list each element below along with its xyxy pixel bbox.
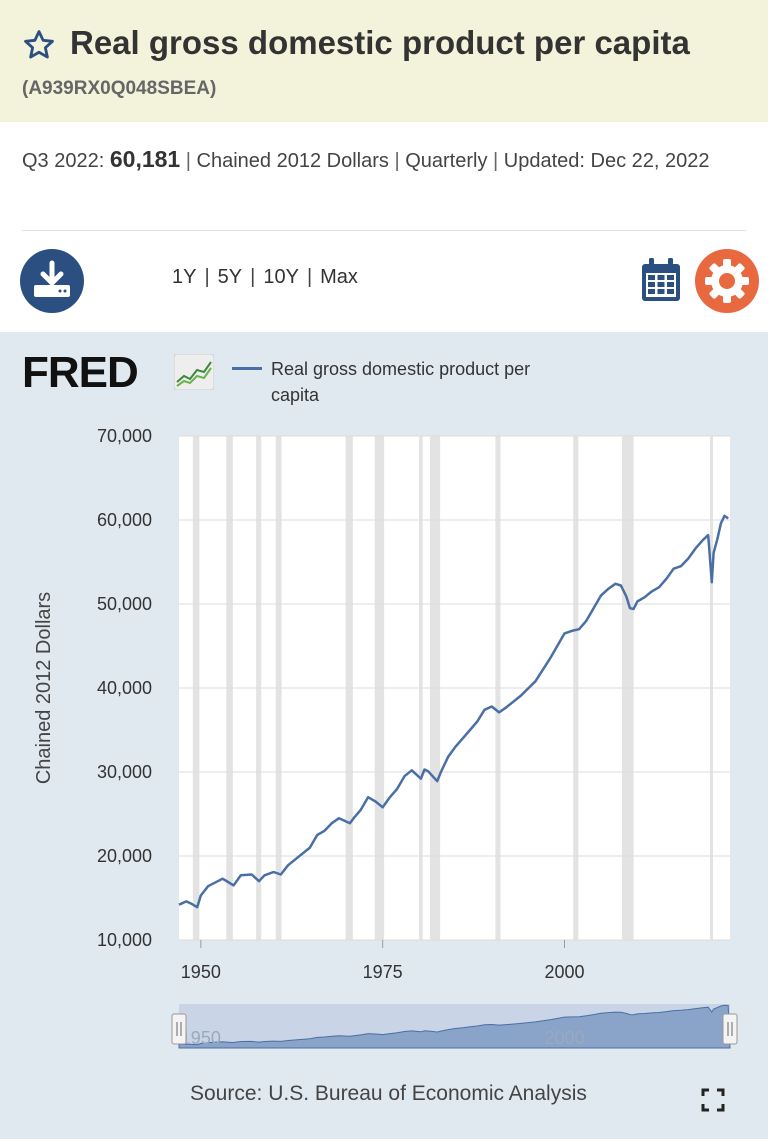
latest-value: 60,181 — [109, 146, 181, 172]
download-button[interactable] — [20, 249, 84, 313]
fred-logo: FRED — [22, 348, 139, 397]
x-tick-label: 1950 — [181, 962, 221, 982]
meta-separator: | — [185, 150, 191, 172]
x-tick-label: 2000 — [544, 962, 584, 982]
y-tick-label: 40,000 — [97, 678, 152, 698]
range-selector: 1Y | 5Y | 10Y | Max — [172, 266, 358, 289]
star-icon[interactable] — [22, 28, 56, 62]
frequency-label: Quarterly — [405, 150, 488, 172]
source-note: Source: U.S. Bureau of Economic Analysis — [190, 1082, 587, 1105]
meta-separator: | — [394, 150, 400, 172]
navigator-label: 2000 — [544, 1028, 584, 1048]
legend-swatch — [232, 367, 262, 370]
range-max[interactable]: Max — [320, 266, 358, 288]
units-label: Chained 2012 Dollars — [196, 150, 389, 172]
range-separator: | — [204, 266, 210, 288]
y-tick-label: 70,000 — [97, 426, 152, 446]
header-banner: Real gross domestic product per capita (… — [0, 0, 768, 122]
y-tick-label: 10,000 — [97, 930, 152, 950]
range-separator: | — [250, 266, 256, 288]
updated-date: Dec 22, 2022 — [590, 150, 710, 172]
series-id: (A939RX0Q048SBEA) — [22, 78, 217, 99]
y-tick-label: 50,000 — [97, 594, 152, 614]
updated-label: Updated: — [503, 150, 585, 172]
legend-label: Real gross domestic product per capita — [271, 359, 531, 405]
x-tick-label: 1975 — [363, 962, 403, 982]
range-5y[interactable]: 5Y — [217, 266, 243, 288]
period-label: Q3 2022: — [22, 150, 105, 172]
navigator-area — [178, 1004, 731, 1049]
range-1y[interactable]: 1Y — [172, 266, 197, 288]
fred-chart-icon — [174, 354, 214, 390]
range-separator: | — [306, 266, 313, 288]
meta-separator: | — [493, 150, 499, 172]
y-axis-label: Chained 2012 Dollars — [33, 592, 55, 784]
fullscreen-icon[interactable] — [701, 1088, 725, 1112]
range-10y[interactable]: 10Y — [263, 266, 299, 288]
y-tick-label: 30,000 — [97, 762, 152, 782]
navigator-handle[interactable] — [722, 1013, 738, 1045]
settings-button[interactable] — [694, 248, 760, 314]
y-tick-label: 20,000 — [97, 846, 152, 866]
series-meta: Q3 2022: 60,181 | Chained 2012 Dollars |… — [22, 142, 746, 178]
calendar-icon[interactable] — [640, 257, 682, 303]
page-title: Real gross domestic product per capita — [70, 24, 690, 61]
download-icon — [34, 260, 70, 297]
data-line — [178, 514, 729, 909]
y-tick-label: 60,000 — [97, 510, 152, 530]
navigator-handle[interactable] — [171, 1013, 187, 1045]
divider — [22, 230, 746, 231]
navigator-label: 1950 — [181, 1028, 221, 1048]
chart-svg: 10,000 20,000 30,000 40,000 50,000 60,000 70,0… — [33, 426, 738, 1049]
